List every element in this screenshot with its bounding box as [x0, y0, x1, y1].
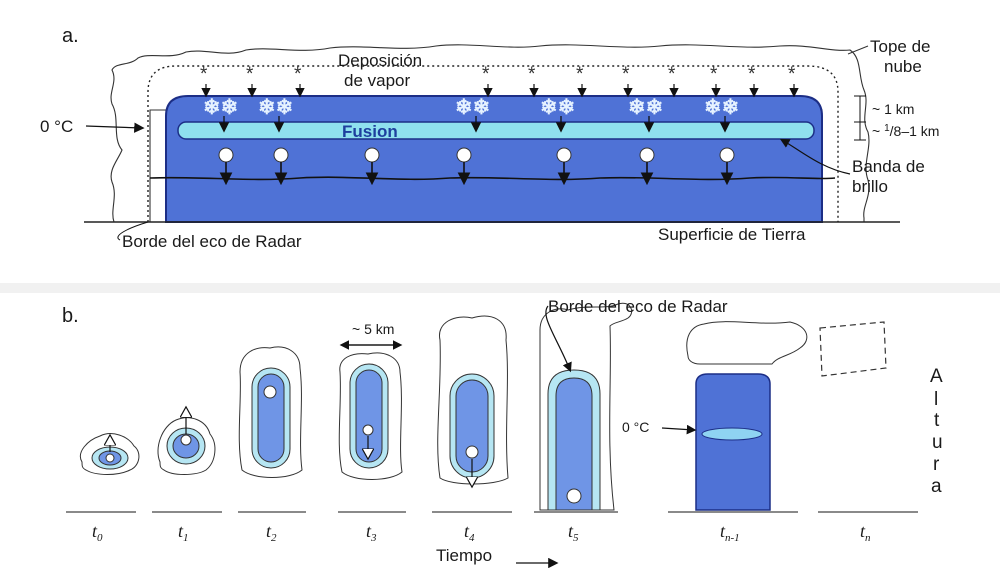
panel-a-cloud-outline [110, 44, 870, 223]
scale-label: ~ 5 km [352, 321, 394, 337]
panel-a-falling-particles: ❄❄ ❄❄ ❄❄ ❄❄ ❄❄ ❄❄ [203, 96, 739, 186]
fusion-label: Fusion [342, 122, 398, 141]
svg-text:❄❄: ❄❄ [203, 96, 238, 119]
snowflake-icon: * [528, 64, 539, 98]
dimension-markers [854, 95, 866, 141]
svg-text:l: l [934, 389, 938, 410]
cell-tn-minus-1 [686, 321, 808, 511]
cell-t1 [157, 408, 216, 475]
cloud-top-label-line2: nube [884, 57, 922, 76]
svg-text:a: a [931, 476, 942, 497]
time-label-t4: t4 [464, 521, 475, 544]
raindrop-icon [719, 147, 735, 186]
panel-b-letter: b. [62, 305, 79, 327]
time-label-tn-minus-1: tn-1 [720, 521, 740, 544]
snowflake-icon: * [748, 64, 759, 98]
panel-a-deposition-flakes: * * * * * * * * * * * [200, 64, 799, 98]
snow-cluster-icon: ❄❄ [704, 96, 739, 119]
svg-text:*: * [576, 64, 584, 85]
cell-t2 [238, 346, 303, 478]
svg-text:*: * [294, 64, 302, 85]
svg-text:❄❄: ❄❄ [704, 96, 739, 119]
cell-t5 [539, 302, 633, 511]
snowflake-icon: * [576, 64, 587, 98]
snowflake-icon: * [200, 64, 211, 98]
snow-cluster-icon: ❄❄ [540, 96, 575, 119]
snowflake-icon: * [294, 64, 305, 98]
snowflake-icon: * [788, 64, 799, 98]
deposition-label-line1: Deposición [338, 51, 422, 70]
panel-a-zero-contour [147, 65, 839, 222]
ground-surface-label: Superficie de Tierra [658, 225, 806, 244]
bright-band-label-line1: Banda de [852, 157, 925, 176]
cloud-top-label-line1: Tope de [870, 37, 931, 56]
snow-cluster-icon: ❄❄ [628, 96, 663, 119]
svg-text:*: * [748, 64, 756, 85]
cell-t3 [338, 340, 403, 480]
svg-text:*: * [482, 64, 490, 85]
svg-text:A: A [930, 366, 943, 387]
svg-text:r: r [933, 454, 940, 475]
time-label-tn: tn [860, 521, 871, 544]
raindrop-icon [273, 147, 289, 186]
snowflake-icon: * [482, 64, 493, 98]
bright-band-arrow [779, 138, 851, 175]
svg-text:u: u [932, 432, 943, 453]
altura-label: A l t u r a [930, 366, 943, 497]
time-axis-label: Tiempo [436, 546, 492, 565]
svg-text:*: * [246, 64, 254, 85]
zero-c-arrow-b [661, 424, 697, 435]
snow-cluster-icon: ❄❄ [258, 96, 293, 119]
svg-text:*: * [622, 64, 630, 85]
raindrop-icon [556, 147, 572, 186]
raindrop-icon [364, 147, 380, 186]
svg-text:*: * [200, 64, 208, 85]
raindrop-icon [456, 147, 472, 186]
time-label-t3: t3 [366, 521, 377, 544]
time-label-t1: t1 [178, 521, 189, 544]
dim-1km-label: ~ 1 km [872, 101, 914, 117]
snowflake-icon: * [622, 64, 633, 98]
svg-text:❄❄: ❄❄ [540, 96, 575, 119]
bright-band-label-line2: brillo [852, 177, 888, 196]
radar-edge-arrow-b [545, 305, 572, 373]
panel-a-melting-band [177, 121, 815, 140]
cell-t0 [80, 433, 140, 475]
cell-t4 [437, 315, 509, 486]
zero-c-arrow-a [85, 122, 145, 133]
snow-cluster-icon: ❄❄ [203, 96, 238, 119]
panel-a-letter: a. [62, 25, 79, 47]
deposition-label-line2: de vapor [344, 71, 410, 90]
svg-text:*: * [710, 64, 718, 85]
cell-tn [819, 321, 887, 377]
snowflake-icon: * [668, 64, 679, 98]
svg-text:*: * [528, 64, 536, 85]
svg-text:*: * [668, 64, 676, 85]
snow-cluster-icon: ❄❄ [455, 96, 490, 119]
time-label-t5: t5 [568, 521, 579, 544]
time-axis: t0 t1 t2 t3 t4 t5 tn-1 tn [66, 511, 918, 544]
svg-text:❄❄: ❄❄ [628, 96, 663, 119]
time-label-t2: t2 [266, 521, 277, 544]
zero-c-label-a: 0 °C [40, 117, 73, 136]
svg-text:*: * [788, 64, 796, 85]
raindrop-icon [218, 147, 234, 186]
dim-eighth-label: ~ 1/8–1 km [872, 123, 939, 139]
raindrop-icon [639, 147, 655, 186]
snowflake-icon: * [246, 64, 257, 98]
radar-edge-leader-a [117, 221, 149, 241]
cloud-top-leader [847, 45, 869, 55]
svg-text:❄❄: ❄❄ [258, 96, 293, 119]
zero-c-label-b: 0 °C [622, 419, 649, 435]
svg-text:❄❄: ❄❄ [455, 96, 490, 119]
snowflake-icon: * [710, 64, 721, 98]
panel-divider [0, 283, 1000, 293]
radar-edge-label-a: Borde del eco de Radar [122, 232, 302, 251]
time-label-t0: t0 [92, 521, 103, 544]
svg-text:t: t [934, 410, 940, 431]
radar-edge-label-b: Borde del eco de Radar [548, 297, 728, 316]
